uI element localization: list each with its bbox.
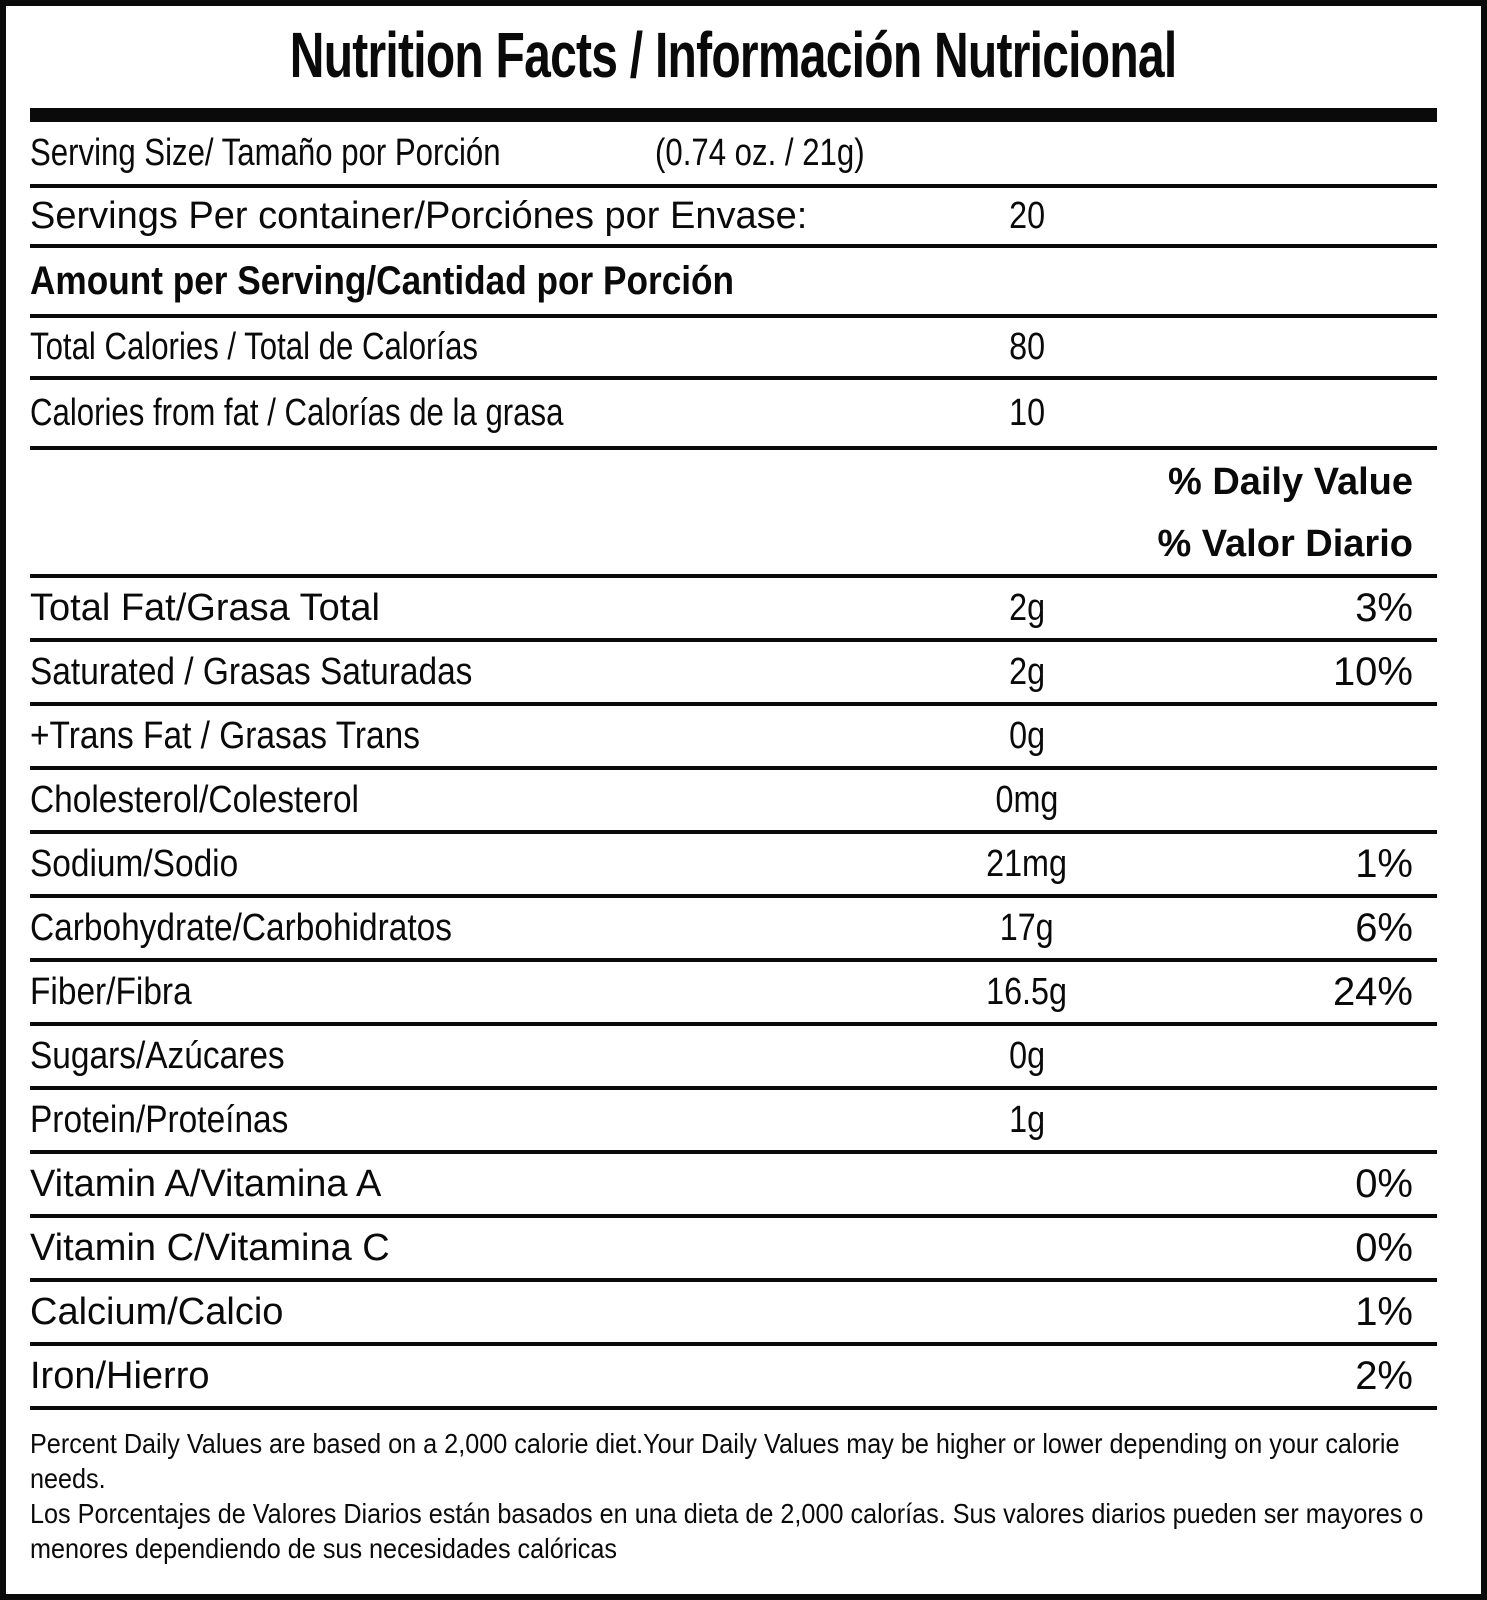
- nutrient-label: Sodium/Sodio: [30, 842, 239, 885]
- nutrient-row-cholesterol: Cholesterol/Colesterol 0mg: [30, 770, 1437, 834]
- calories-from-fat-value: 10: [1009, 391, 1045, 434]
- nutrient-label: Vitamin C/Vitamina C: [30, 1226, 390, 1269]
- calories-from-fat-row: Calories from fat / Calorías de la grasa…: [30, 380, 1437, 450]
- nutrient-amount: 21mg: [986, 842, 1068, 885]
- nutrient-row-carbohydrate: Carbohydrate/Carbohidratos 17g 6%: [30, 898, 1437, 962]
- serving-size-label: Serving Size/ Tamaño por Porción: [30, 131, 501, 174]
- nutrient-amount: 2g: [1009, 650, 1045, 693]
- nutrient-amount: 0g: [1009, 1034, 1045, 1077]
- amount-per-serving-header-row: Amount per Serving/Cantidad por Porción: [30, 248, 1437, 318]
- nutrient-amount: 0g: [1009, 714, 1045, 757]
- nutrient-amount: [837, 1227, 1217, 1270]
- daily-value-header-en: % Daily Value: [1167, 460, 1413, 503]
- nutrient-daily-value: 0%: [1355, 1161, 1413, 1206]
- nutrient-row-vitamin-a: Vitamin A/Vitamina A 0%: [30, 1154, 1437, 1218]
- nutrient-daily-value: 3%: [1355, 585, 1413, 630]
- nutrient-label: +Trans Fat / Grasas Trans: [30, 714, 420, 757]
- nutrient-daily-value: 10%: [1332, 649, 1413, 694]
- nutrient-row-calcium: Calcium/Calcio 1%: [30, 1282, 1437, 1346]
- nutrient-label: Protein/Proteínas: [30, 1098, 289, 1141]
- calories-from-fat-label: Calories from fat / Calorías de la grasa: [30, 391, 564, 434]
- nutrient-amount: [837, 1163, 1217, 1206]
- amount-per-serving-header: Amount per Serving/Cantidad por Porción: [30, 258, 735, 303]
- nutrient-row-fiber: Fiber/Fibra 16.5g 24%: [30, 962, 1437, 1026]
- nutrient-daily-value: 1%: [1355, 1289, 1413, 1334]
- footnote-english: Percent Daily Values are based on a 2,00…: [30, 1428, 1400, 1494]
- nutrient-row-trans-fat: +Trans Fat / Grasas Trans 0g: [30, 706, 1437, 770]
- nutrient-daily-value: 1%: [1355, 841, 1413, 886]
- nutrient-amount: 1g: [1009, 1098, 1045, 1141]
- nutrient-label: Carbohydrate/Carbohidratos: [30, 906, 452, 949]
- nutrient-row-saturated-fat: Saturated / Grasas Saturadas 2g 10%: [30, 642, 1437, 706]
- label-header: Nutrition Facts / Información Nutriciona…: [30, 6, 1437, 104]
- nutrient-daily-value: 6%: [1355, 905, 1413, 950]
- footnotes: Percent Daily Values are based on a 2,00…: [30, 1410, 1437, 1566]
- nutrient-amount: 17g: [1000, 906, 1054, 949]
- nutrient-amount: [837, 1355, 1217, 1398]
- nutrient-row-vitamin-c: Vitamin C/Vitamina C 0%: [30, 1218, 1437, 1282]
- nutrient-label: Saturated / Grasas Saturadas: [30, 650, 473, 693]
- nutrient-label: Vitamin A/Vitamina A: [30, 1162, 382, 1205]
- nutrient-row-sodium: Sodium/Sodio 21mg 1%: [30, 834, 1437, 898]
- nutrient-amount: [837, 1291, 1217, 1334]
- nutrient-amount: 2g: [1009, 586, 1045, 629]
- nutrient-amount: 0mg: [995, 778, 1059, 821]
- header-divider-bar: [30, 108, 1437, 122]
- nutrient-row-iron: Iron/Hierro 2%: [30, 1346, 1437, 1410]
- nutrient-row-sugars: Sugars/Azúcares 0g: [30, 1026, 1437, 1090]
- servings-per-container-row: Servings Per container/Porciónes por Env…: [30, 188, 1437, 248]
- nutrient-daily-value: 24%: [1332, 969, 1413, 1014]
- nutrient-row-protein: Protein/Proteínas 1g: [30, 1090, 1437, 1154]
- nutrient-row-total-fat: Total Fat/Grasa Total 2g 3%: [30, 578, 1437, 642]
- nutrient-label: Calcium/Calcio: [30, 1290, 284, 1333]
- serving-size-row: Serving Size/ Tamaño por Porción (0.74 o…: [30, 122, 1437, 188]
- nutrient-amount: 16.5g: [986, 970, 1068, 1013]
- label-title: Nutrition Facts / Información Nutriciona…: [290, 19, 1177, 91]
- footnote-spanish: Los Porcentajes de Valores Diarios están…: [30, 1498, 1424, 1564]
- daily-value-header-es: % Valor Diario: [30, 514, 1437, 578]
- nutrient-label: Total Fat/Grasa Total: [30, 586, 380, 629]
- total-calories-value: 80: [1009, 325, 1045, 368]
- servings-per-container-label: Servings Per container/Porciónes por Env…: [30, 194, 808, 237]
- total-calories-label: Total Calories / Total de Calorías: [30, 325, 479, 368]
- nutrient-daily-value: 0%: [1355, 1225, 1413, 1270]
- nutrient-daily-value: 2%: [1355, 1353, 1413, 1398]
- nutrient-label: Sugars/Azúcares: [30, 1034, 285, 1077]
- servings-per-container-value: 20: [1009, 194, 1045, 237]
- nutrient-label: Fiber/Fibra: [30, 970, 192, 1013]
- nutrient-label: Iron/Hierro: [30, 1354, 210, 1397]
- total-calories-row: Total Calories / Total de Calorías 80: [30, 318, 1437, 380]
- serving-size-value: (0.74 oz. / 21g): [655, 131, 865, 174]
- nutrient-label: Cholesterol/Colesterol: [30, 778, 359, 821]
